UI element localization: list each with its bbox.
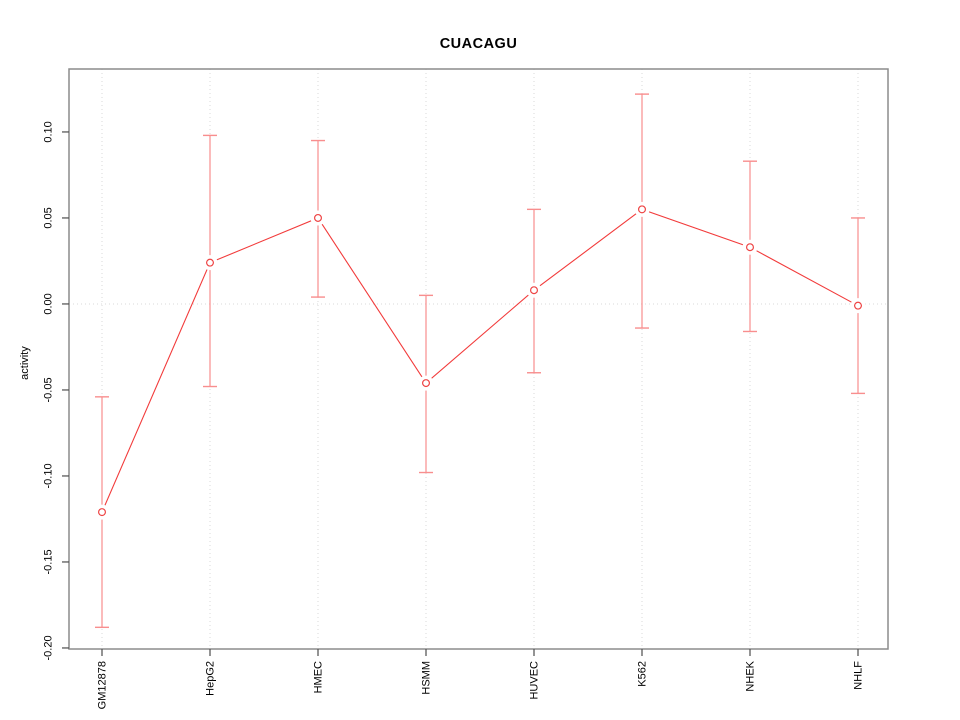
y-tick-label: 0.10 [43, 121, 55, 142]
data-point-K562 [637, 205, 646, 214]
y-tick-label: 0.05 [43, 207, 55, 228]
y-tick-label: -0.20 [43, 635, 55, 660]
x-tick-label-K562: K562 [637, 661, 649, 687]
data-point-HepG2 [206, 258, 215, 267]
x-tick-label-HMEC: HMEC [313, 661, 325, 693]
x-tick-label-GM12878: GM12878 [97, 661, 109, 709]
chart-title: CUACAGU [439, 36, 518, 52]
x-tick-label-HSMM: HSMM [421, 661, 433, 695]
data-point-NHLF [853, 301, 862, 310]
data-point-GM12878 [97, 508, 106, 517]
data-point-NHEK [745, 243, 754, 252]
data-point-HSMM [422, 379, 431, 388]
y-tick-label: -0.10 [43, 463, 55, 488]
data-point-HUVEC [529, 286, 538, 295]
y-tick-label: 0.00 [43, 293, 55, 314]
x-tick-label-NHLF: NHLF [853, 661, 865, 690]
series-line [101, 208, 859, 513]
x-tick-label-NHEK: NHEK [745, 660, 757, 691]
x-tick-label-HepG2: HepG2 [205, 661, 217, 696]
plot-box [68, 68, 889, 650]
x-tick-label-HUVEC: HUVEC [529, 661, 541, 700]
data-point-HMEC [314, 213, 323, 222]
y-tick-label: -0.05 [43, 377, 55, 402]
y-tick-label: -0.15 [43, 549, 55, 574]
